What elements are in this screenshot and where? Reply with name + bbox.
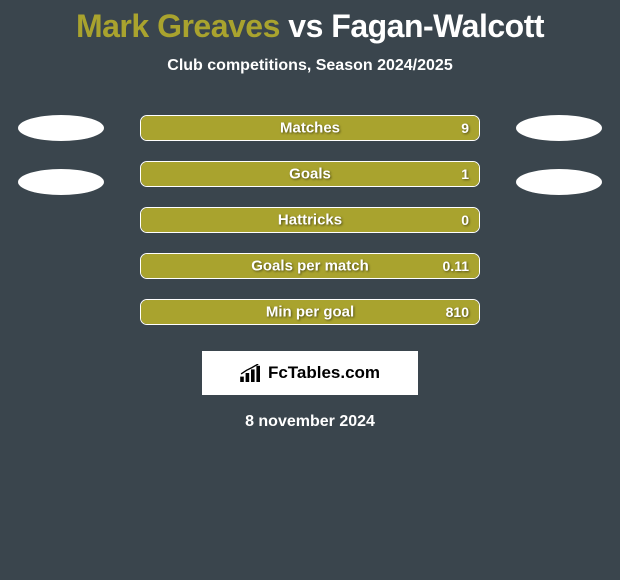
stats-area: Matches 9 Goals 1 Hattricks 0 Goals per … bbox=[0, 115, 620, 325]
bar-value: 0 bbox=[461, 212, 469, 228]
bar-label: Goals per match bbox=[251, 258, 369, 275]
stat-bar-goals: Goals 1 bbox=[140, 161, 480, 187]
chart-icon bbox=[240, 364, 262, 382]
bar-label: Min per goal bbox=[266, 304, 354, 321]
right-ellipses bbox=[516, 115, 602, 195]
date-label: 8 november 2024 bbox=[245, 413, 375, 431]
player2-name: Fagan-Walcott bbox=[331, 8, 544, 44]
bar-label: Goals bbox=[289, 166, 331, 183]
bar-label: Matches bbox=[280, 120, 340, 137]
subtitle: Club competitions, Season 2024/2025 bbox=[167, 57, 452, 75]
vs-label: vs bbox=[288, 8, 323, 44]
ellipse-decoration bbox=[18, 169, 104, 195]
bar-value: 1 bbox=[461, 166, 469, 182]
stat-bar-matches: Matches 9 bbox=[140, 115, 480, 141]
stat-bar-min-per-goal: Min per goal 810 bbox=[140, 299, 480, 325]
comparison-title: Mark Greaves vs Fagan-Walcott bbox=[76, 8, 544, 45]
bar-value: 9 bbox=[461, 120, 469, 136]
stat-bar-goals-per-match: Goals per match 0.11 bbox=[140, 253, 480, 279]
ellipse-decoration bbox=[516, 169, 602, 195]
left-ellipses bbox=[18, 115, 104, 195]
branding-badge: FcTables.com bbox=[202, 351, 418, 395]
infographic-container: Mark Greaves vs Fagan-Walcott Club compe… bbox=[0, 0, 620, 580]
branding-text: FcTables.com bbox=[268, 363, 380, 383]
stat-bars: Matches 9 Goals 1 Hattricks 0 Goals per … bbox=[140, 115, 480, 325]
stat-bar-hattricks: Hattricks 0 bbox=[140, 207, 480, 233]
bar-label: Hattricks bbox=[278, 212, 342, 229]
ellipse-decoration bbox=[516, 115, 602, 141]
ellipse-decoration bbox=[18, 115, 104, 141]
bar-value: 810 bbox=[446, 304, 469, 320]
player1-name: Mark Greaves bbox=[76, 8, 280, 44]
bar-value: 0.11 bbox=[443, 258, 469, 274]
